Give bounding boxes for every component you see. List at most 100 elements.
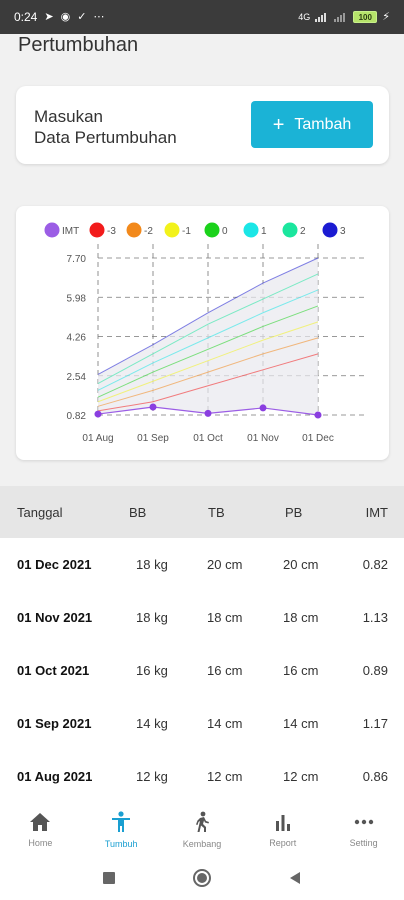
nav-home[interactable]: Home xyxy=(0,800,81,856)
signal-2-icon xyxy=(334,13,346,22)
series-line-minus-2 xyxy=(97,337,319,407)
legend-item-IMT[interactable]: IMT xyxy=(44,222,80,238)
legend-item-minus-3[interactable]: -3 xyxy=(89,222,117,238)
imt-point[interactable] xyxy=(94,410,102,418)
cell-imt: 0.86 xyxy=(362,768,388,784)
growth-chart-card: IMT -3 -2 -1 0 1 2 3 7.70 5.98 4.26 2.54 0.82 01 Aug 0… xyxy=(16,206,389,460)
status-bar: 0:24 ➤ ◉ ✓ ⋯ 4G 100 ⚡ xyxy=(0,0,404,34)
more-notifications-icon: ⋯ xyxy=(93,10,105,23)
legend-label: IMT xyxy=(62,226,79,237)
table-row[interactable]: 01 Dec 2021 18 kg 20 cm 20 cm 0.82 xyxy=(0,538,404,590)
y-tick-label: 2.54 xyxy=(67,372,87,383)
header-pb: PB xyxy=(285,504,303,520)
cell-tb: 14 cm xyxy=(207,715,243,731)
more-icon xyxy=(354,819,373,825)
table-header: Tanggal BB TB PB IMT xyxy=(0,486,404,538)
legend-marker xyxy=(243,222,259,238)
cell-pb: 12 cm xyxy=(283,768,319,784)
nav-kembang-label: Kembang xyxy=(182,839,222,849)
legend-marker xyxy=(44,222,60,238)
telegram-icon: ➤ xyxy=(44,10,54,23)
legend-marker xyxy=(126,222,142,238)
cell-tb: 18 cm xyxy=(207,609,243,625)
cell-date: 01 Aug 2021 xyxy=(17,768,93,784)
y-tick-label: 0.82 xyxy=(67,411,87,422)
charging-icon: ⚡ xyxy=(382,10,390,23)
cell-pb: 20 cm xyxy=(283,556,319,572)
x-tick-label: 01 Oct xyxy=(193,433,223,444)
home-icon xyxy=(30,813,51,831)
series-line-minus-1 xyxy=(97,321,319,403)
imt-point[interactable] xyxy=(259,404,267,412)
imt-point[interactable] xyxy=(314,411,322,419)
imt-point[interactable] xyxy=(204,409,212,417)
cell-bb: 16 kg xyxy=(136,662,168,678)
legend-label: 3 xyxy=(340,226,346,237)
nav-home-label: Home xyxy=(28,838,53,848)
cell-bb: 18 kg xyxy=(136,556,168,572)
cell-pb: 16 cm xyxy=(283,662,319,678)
nav-tumbuh[interactable]: Tumbuh xyxy=(81,800,162,856)
back-icon[interactable] xyxy=(288,871,302,885)
legend-item-3[interactable]: 3 xyxy=(322,222,347,238)
nav-setting-label: Setting xyxy=(349,838,378,848)
child-icon xyxy=(112,811,131,832)
series-line-2 xyxy=(97,273,319,384)
nav-report[interactable]: Report xyxy=(242,800,323,856)
table-row[interactable]: 01 Nov 2021 18 kg 18 cm 18 cm 1.13 xyxy=(0,591,404,643)
legend-item-1[interactable]: 1 xyxy=(243,222,268,238)
cell-bb: 14 kg xyxy=(136,715,168,731)
growth-chart: IMT -3 -2 -1 0 1 2 3 7.70 5.98 4.26 2.54 0.82 01 Aug 0… xyxy=(44,222,368,444)
cell-tb: 16 cm xyxy=(207,662,243,678)
home-circle-icon[interactable] xyxy=(192,868,212,888)
app-icon: ◉ xyxy=(60,10,71,23)
imt-point[interactable] xyxy=(149,403,157,411)
cell-imt: 0.89 xyxy=(362,662,388,678)
x-tick-label: 01 Sep xyxy=(137,433,169,444)
nav-kembang[interactable]: Kembang xyxy=(162,800,243,856)
x-tick-label: 01 Dec xyxy=(302,433,334,444)
cell-pb: 14 cm xyxy=(283,715,319,731)
legend-item-minus-1[interactable]: -1 xyxy=(164,222,192,238)
y-tick-label: 5.98 xyxy=(67,293,87,304)
legend-item-minus-2[interactable]: -2 xyxy=(126,222,154,238)
nav-setting[interactable]: Setting xyxy=(323,800,404,856)
series-line-minus-3 xyxy=(97,353,319,412)
table-row[interactable]: 01 Aug 2021 12 kg 12 cm 12 cm 0.86 xyxy=(0,750,404,802)
cell-pb: 18 cm xyxy=(283,609,319,625)
table-row[interactable]: 01 Sep 2021 14 kg 14 cm 14 cm 1.17 xyxy=(0,697,404,749)
cell-imt: 1.17 xyxy=(362,715,388,731)
add-data-line1: Masukan xyxy=(34,107,103,126)
series-line-0 xyxy=(97,305,319,398)
table-body: 01 Dec 2021 18 kg 20 cm 20 cm 0.82 01 No… xyxy=(0,538,404,800)
legend-label: 1 xyxy=(261,226,267,237)
plus-icon: + xyxy=(272,113,285,136)
add-data-text: Masukan Data Pertumbuhan xyxy=(34,106,177,148)
legend-marker xyxy=(164,222,180,238)
cell-tb: 20 cm xyxy=(207,556,243,572)
y-tick-label: 7.70 xyxy=(67,254,87,265)
recents-icon[interactable] xyxy=(102,871,116,885)
cell-tb: 12 cm xyxy=(207,768,243,784)
legend-label: -3 xyxy=(107,226,116,237)
legend-item-0[interactable]: 0 xyxy=(204,222,229,238)
cell-imt: 1.13 xyxy=(362,609,388,625)
series-line-1 xyxy=(97,289,319,391)
legend-item-2[interactable]: 2 xyxy=(282,222,307,238)
add-button[interactable]: + Tambah xyxy=(251,101,373,148)
table-row[interactable]: 01 Oct 2021 16 kg 16 cm 16 cm 0.89 xyxy=(0,644,404,696)
legend-label: -2 xyxy=(144,226,153,237)
cell-date: 01 Dec 2021 xyxy=(17,556,92,572)
status-time: 0:24 xyxy=(14,10,38,24)
battery-icon: 100 xyxy=(353,11,378,23)
chart-area-band xyxy=(98,258,318,415)
header-imt: IMT xyxy=(365,504,388,520)
legend-marker xyxy=(89,222,105,238)
nav-report-label: Report xyxy=(269,838,297,848)
legend-marker xyxy=(204,222,220,238)
series-line-3 xyxy=(97,257,319,375)
legend-label: 2 xyxy=(300,226,306,237)
y-tick-label: 4.26 xyxy=(67,333,87,344)
network-type: 4G xyxy=(298,12,311,22)
cell-date: 01 Sep 2021 xyxy=(17,715,92,731)
